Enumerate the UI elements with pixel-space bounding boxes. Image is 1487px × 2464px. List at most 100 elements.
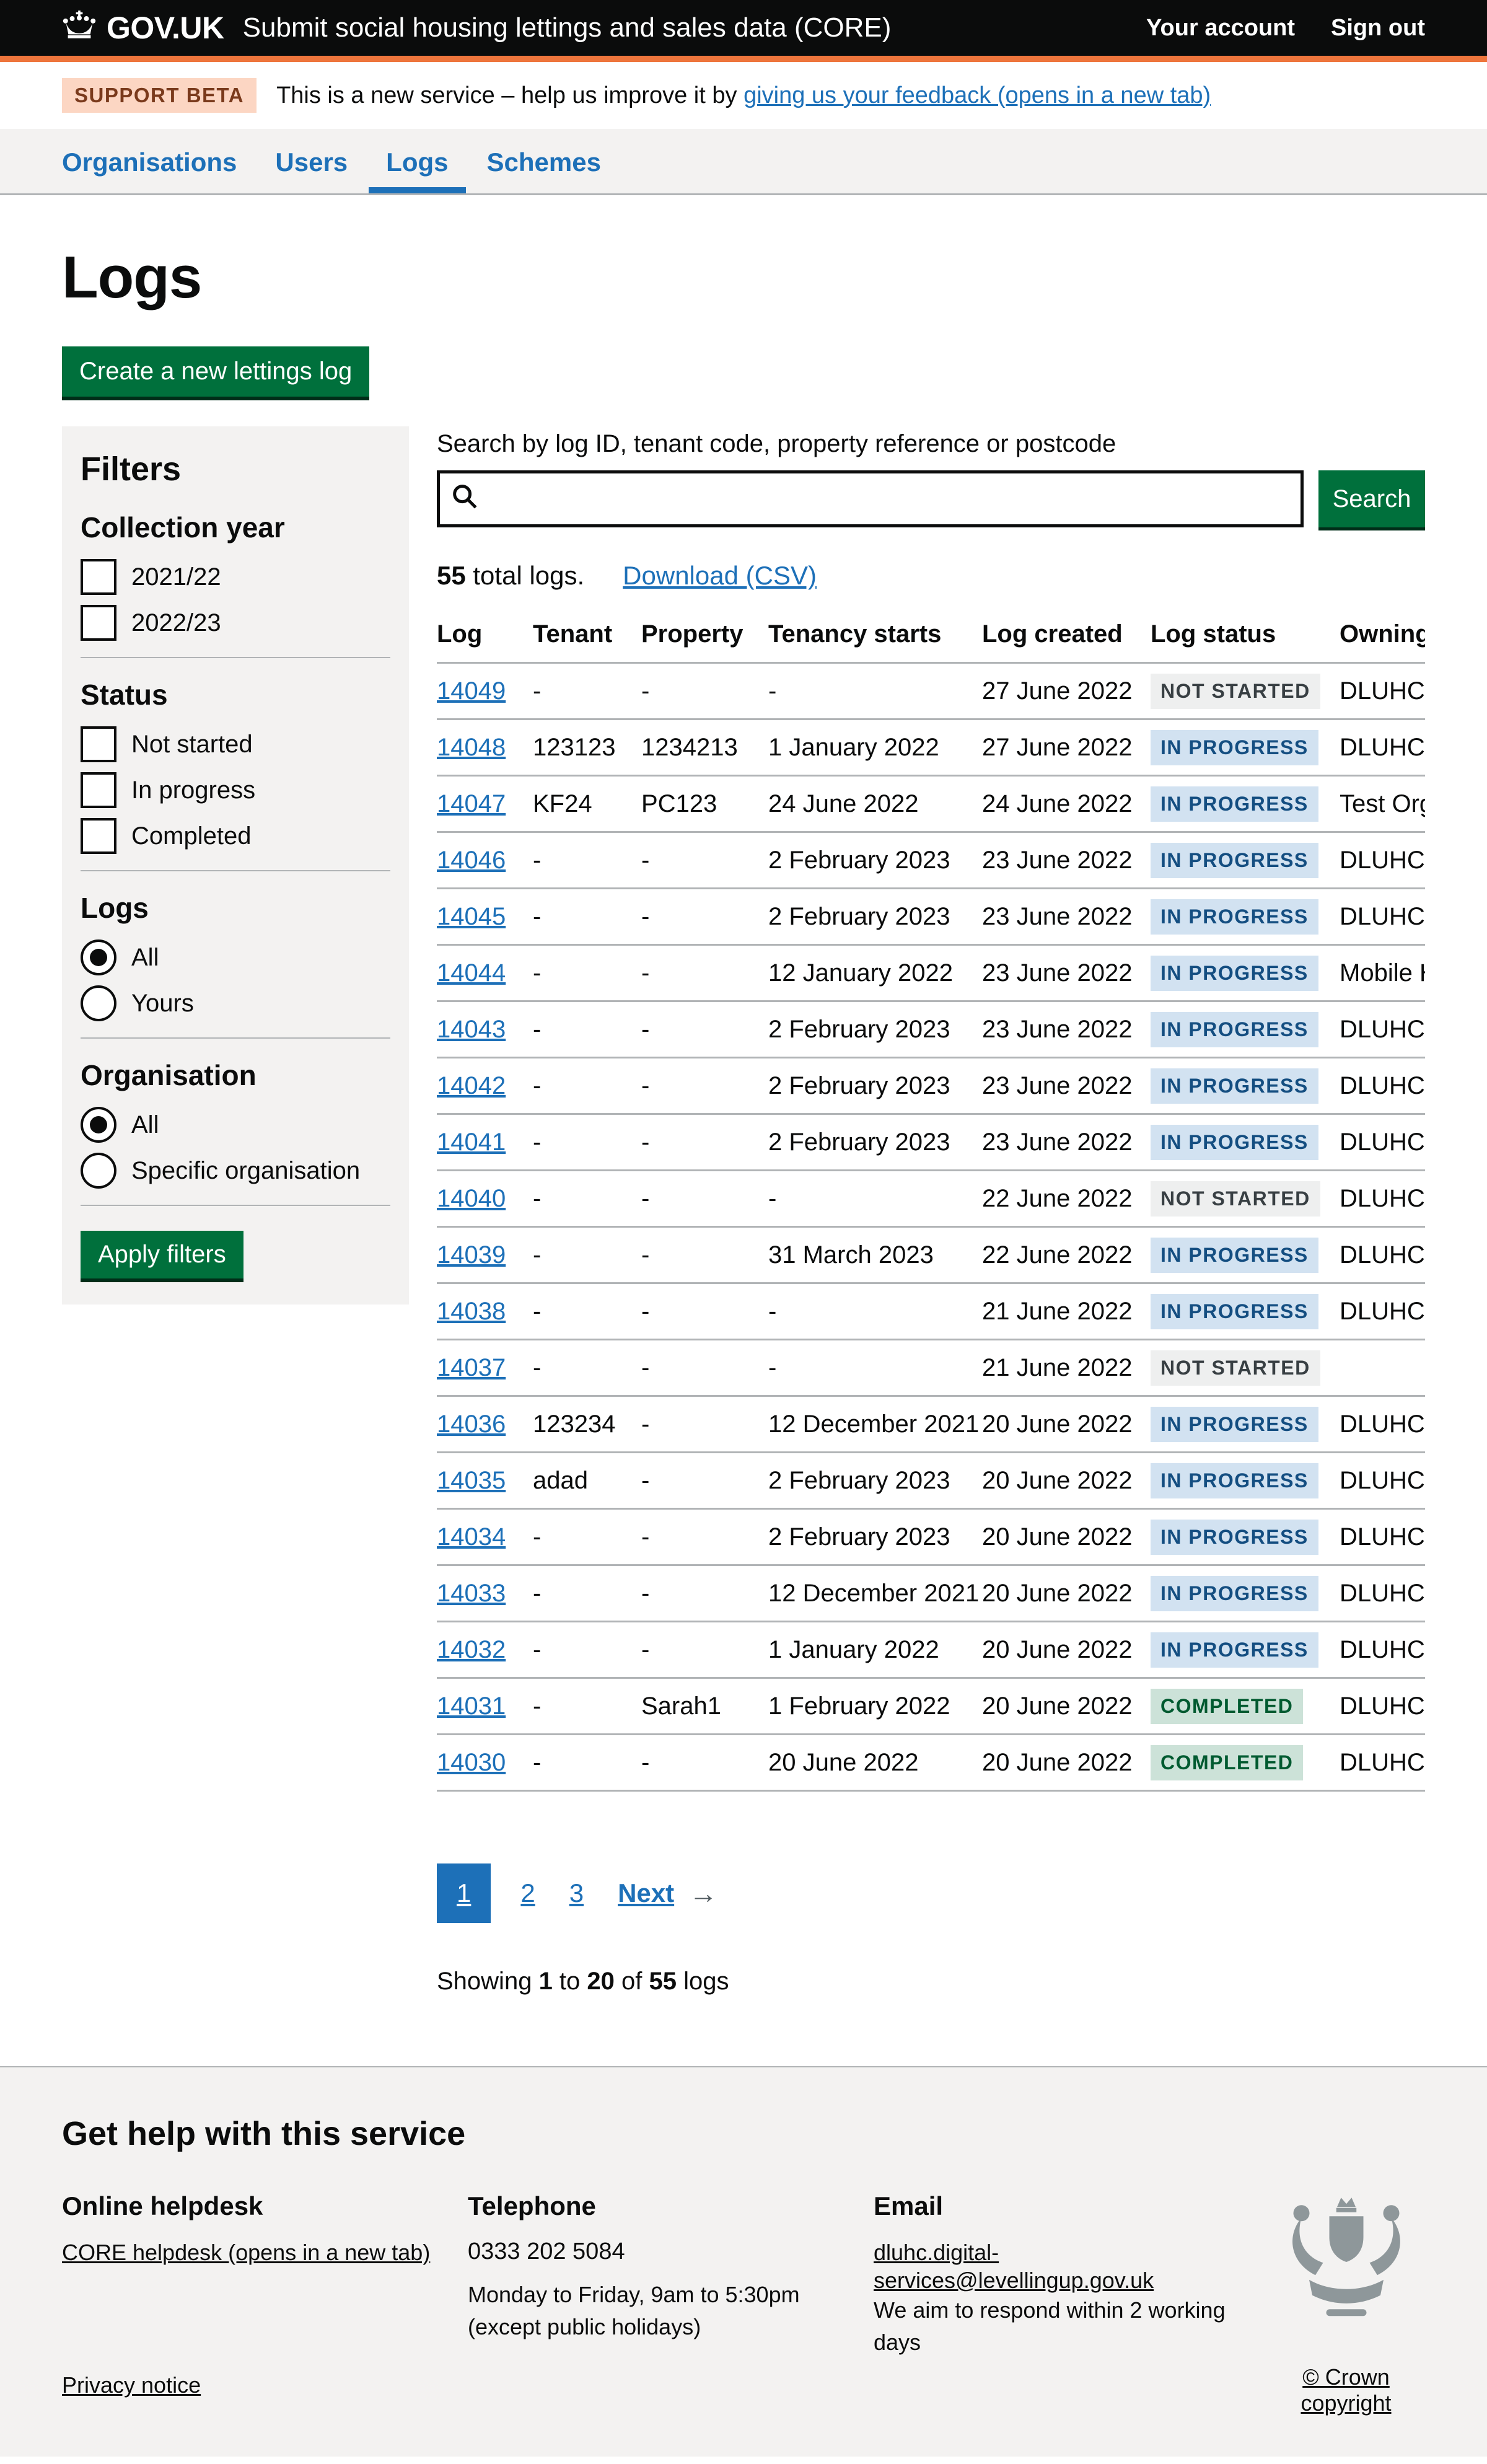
log-link[interactable]: 14034	[437, 1523, 506, 1551]
tab-logs[interactable]: Logs	[369, 129, 466, 193]
log-link[interactable]: 14042	[437, 1071, 506, 1099]
tenant-cell: KF24	[533, 790, 592, 817]
checkbox-box[interactable]	[81, 559, 116, 595]
apply-filters-button[interactable]: Apply filters	[81, 1231, 243, 1278]
tenancy-starts-cell: 2 February 2023	[768, 1523, 950, 1551]
log-link[interactable]: 14040	[437, 1184, 506, 1212]
option-label: Completed	[131, 822, 252, 850]
page-2[interactable]: 2	[520, 1878, 535, 1907]
log-id-cell: 14036	[437, 1410, 533, 1438]
log-link[interactable]: 14038	[437, 1297, 506, 1325]
status-badge: NOT STARTED	[1151, 1350, 1320, 1386]
log-created-cell: 20 June 2022	[982, 1579, 1133, 1607]
footer-column-heading: Online helpdesk	[62, 2191, 263, 2220]
checkbox-box[interactable]	[81, 726, 116, 762]
radio-circle[interactable]	[81, 985, 116, 1021]
page-3[interactable]: 3	[569, 1878, 584, 1907]
status-badge: COMPLETED	[1151, 1745, 1304, 1780]
log-link[interactable]: 14031	[437, 1692, 506, 1720]
property-cell: -	[641, 1015, 650, 1043]
checkbox-in-progress[interactable]: In progress	[81, 772, 390, 808]
showing-summary: Showing 1 to 20 of 55 logs	[437, 1968, 1425, 1995]
tenant-cell: -	[533, 1241, 542, 1269]
property-cell: -	[641, 1410, 650, 1438]
checkbox-2022-23[interactable]: 2022/23	[81, 605, 390, 641]
filter-group-label-organisation: Organisation	[81, 1059, 257, 1091]
log-created-cell: 23 June 2022	[982, 846, 1133, 874]
log-link[interactable]: 14047	[437, 790, 506, 817]
property-cell: -	[641, 1635, 650, 1663]
log-link[interactable]: 14037	[437, 1353, 506, 1381]
log-status-cell: IN PROGRESS	[1151, 955, 1340, 991]
log-id-cell: 14038	[437, 1298, 533, 1326]
log-link[interactable]: 14035	[437, 1466, 506, 1494]
log-link[interactable]: 14048	[437, 733, 506, 761]
radio-all[interactable]: All	[81, 1107, 390, 1143]
telephone-number: 0333 202 5084	[468, 2238, 625, 2264]
next-page-link[interactable]: Next	[618, 1878, 675, 1907]
property-cell: -	[641, 1184, 650, 1212]
log-status-cell: IN PROGRESS	[1151, 1519, 1340, 1555]
log-link[interactable]: 14041	[437, 1128, 506, 1156]
showing-to: 20	[587, 1968, 615, 1995]
page-1[interactable]: 1	[437, 1863, 491, 1923]
log-link[interactable]: 14044	[437, 959, 506, 987]
tab-schemes[interactable]: Schemes	[486, 147, 601, 177]
status-badge: IN PROGRESS	[1151, 1632, 1318, 1668]
log-link[interactable]: 14046	[437, 846, 506, 874]
download-csv-link[interactable]: Download (CSV)	[623, 561, 817, 590]
tenant-cell: 123123	[533, 733, 616, 761]
checkbox-2021-22[interactable]: 2021/22	[81, 559, 390, 595]
log-link[interactable]: 14032	[437, 1635, 506, 1663]
checkbox-box[interactable]	[81, 605, 116, 641]
option-label: 2021/22	[131, 563, 221, 591]
footer-column-telephone: Telephone 0333 202 5084 Monday to Friday, …	[468, 2191, 874, 2359]
footer-link[interactable]: CORE helpdesk (opens in a new tab)	[62, 2240, 431, 2265]
log-link[interactable]: 14036	[437, 1410, 506, 1438]
radio-circle[interactable]	[81, 939, 116, 975]
radio-circle[interactable]	[81, 1107, 116, 1143]
table-row: 14040- - -22 June 2022 NOT STARTED DLUHC	[437, 1171, 1425, 1228]
footer-link[interactable]: dluhc.digital-services@levellingup.gov.u…	[874, 2240, 1154, 2293]
footer: Get help with this service Online helpde…	[0, 2066, 1487, 2457]
pagination: 1 2 3 Next →	[437, 1863, 1425, 1923]
checkbox-not-started[interactable]: Not started	[81, 726, 390, 762]
log-link[interactable]: 14045	[437, 902, 506, 930]
privacy-notice-link[interactable]: Privacy notice	[62, 2372, 201, 2398]
log-link[interactable]: 14043	[437, 1015, 506, 1043]
tab-users[interactable]: Users	[275, 147, 348, 177]
search-icon	[450, 482, 478, 516]
total-logs-suffix: total logs.	[465, 561, 585, 590]
property-cell: 1234213	[641, 733, 738, 761]
log-link[interactable]: 14039	[437, 1241, 506, 1269]
checkbox-box[interactable]	[81, 772, 116, 808]
radio-all[interactable]: All	[81, 939, 390, 975]
tenant-cell: -	[533, 1071, 542, 1099]
log-link[interactable]: 14033	[437, 1579, 506, 1607]
log-link[interactable]: 14049	[437, 677, 506, 705]
your-account-link[interactable]: Your account	[1146, 14, 1296, 41]
crown-copyright-link[interactable]: © Crown copyright	[1301, 2364, 1392, 2416]
create-lettings-log-button[interactable]: Create a new lettings log	[62, 346, 370, 397]
sign-out-link[interactable]: Sign out	[1331, 14, 1425, 41]
log-created-cell: 20 June 2022	[982, 1523, 1133, 1551]
search-input[interactable]	[437, 470, 1304, 527]
log-id-cell: 14049	[437, 677, 533, 705]
tenant-cell: -	[533, 846, 542, 874]
primary-nav: Organisations Users Logs Schemes	[0, 129, 1487, 195]
radio-specific-organisation[interactable]: Specific organisation	[81, 1153, 390, 1189]
tenancy-starts-cell: -	[768, 1353, 777, 1381]
radio-yours[interactable]: Yours	[81, 985, 390, 1021]
service-name[interactable]: Submit social housing lettings and sales…	[242, 12, 892, 43]
checkbox-completed[interactable]: Completed	[81, 818, 390, 854]
log-status-cell: IN PROGRESS	[1151, 1463, 1340, 1498]
log-status-cell: IN PROGRESS	[1151, 786, 1340, 822]
search-button[interactable]: Search	[1318, 470, 1425, 527]
checkbox-box[interactable]	[81, 818, 116, 854]
tab-organisations[interactable]: Organisations	[62, 147, 237, 177]
log-status-cell: IN PROGRESS	[1151, 899, 1340, 935]
log-link[interactable]: 14030	[437, 1748, 506, 1776]
feedback-link[interactable]: giving us your feedback (opens in a new …	[744, 82, 1211, 108]
govuk-logo[interactable]: GOV.UK	[62, 10, 224, 46]
radio-circle[interactable]	[81, 1153, 116, 1189]
